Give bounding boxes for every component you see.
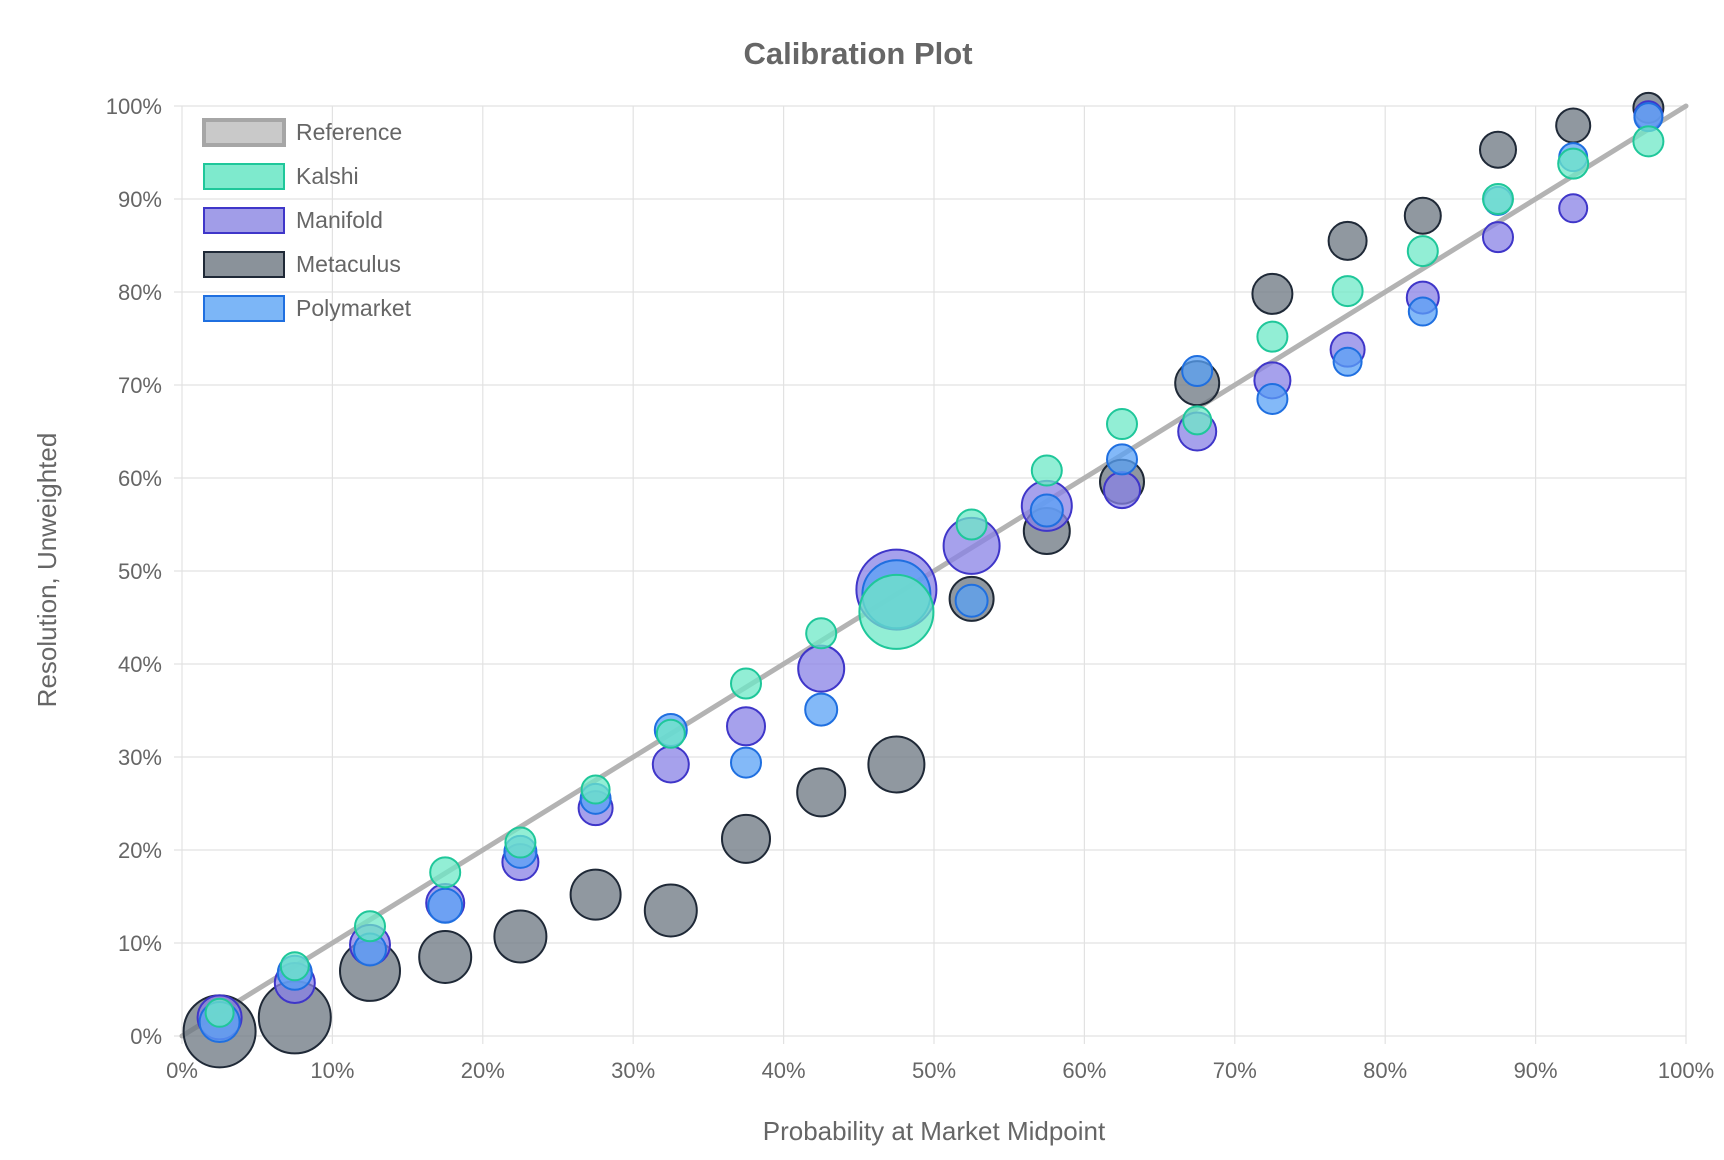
legend-swatch xyxy=(202,118,286,147)
manifold-point[interactable] xyxy=(651,745,690,784)
metaculus-point[interactable] xyxy=(1251,272,1294,315)
y-axis-title: Resolution, Unweighted xyxy=(32,433,62,708)
legend-swatch xyxy=(203,207,285,234)
polymarket-point[interactable] xyxy=(1181,355,1214,388)
metaculus-point[interactable] xyxy=(796,767,847,818)
x-tick-label: 10% xyxy=(310,1058,354,1083)
legend-swatch xyxy=(203,251,285,278)
kalshi-point[interactable] xyxy=(279,951,310,982)
y-tick-label: 60% xyxy=(118,466,162,491)
y-tick-label: 40% xyxy=(118,652,162,677)
kalshi-point[interactable] xyxy=(1482,183,1514,215)
metaculus-point[interactable] xyxy=(1327,220,1368,261)
legend[interactable]: Reference Kalshi Manifold Metaculus Polymark… xyxy=(202,118,412,322)
kalshi-point[interactable] xyxy=(429,856,462,889)
kalshi-point[interactable] xyxy=(1406,235,1439,268)
metaculus-point[interactable] xyxy=(643,883,698,938)
legend-item-metaculus[interactable]: Metaculus xyxy=(203,251,401,278)
x-tick-label: 100% xyxy=(1658,1058,1714,1083)
y-tick-label: 0% xyxy=(130,1024,162,1049)
metaculus-point[interactable] xyxy=(1403,196,1442,235)
legend-label: Polymarket xyxy=(296,295,412,321)
legend-item-reference[interactable]: Reference xyxy=(202,118,402,147)
legend-item-polymarket[interactable]: Polymarket xyxy=(203,295,412,322)
y-tick-label: 20% xyxy=(118,838,162,863)
x-axis-title: Probability at Market Midpoint xyxy=(763,1116,1106,1146)
x-tick-label: 60% xyxy=(1062,1058,1106,1083)
kalshi-point[interactable] xyxy=(805,617,838,650)
y-tick-label: 80% xyxy=(118,280,162,305)
y-tick-label: 90% xyxy=(118,187,162,212)
x-tick-label: 40% xyxy=(762,1058,806,1083)
x-tick-label: 0% xyxy=(166,1058,198,1083)
y-tick-label: 100% xyxy=(106,94,162,119)
manifold-point[interactable] xyxy=(797,644,846,693)
metaculus-point[interactable] xyxy=(569,868,622,921)
polymarket-point[interactable] xyxy=(730,746,762,779)
manifold-point[interactable] xyxy=(1558,193,1589,224)
metaculus-point[interactable] xyxy=(493,909,548,964)
legend-item-kalshi[interactable]: Kalshi xyxy=(203,163,359,190)
kalshi-point[interactable] xyxy=(1557,147,1590,180)
x-tick-label: 20% xyxy=(461,1058,505,1083)
kalshi-point[interactable] xyxy=(1106,408,1138,441)
kalshi-point[interactable] xyxy=(580,774,611,805)
tick-labels: 0% 10% 20% 30% 40% 50% 60% 70% 80% 90% 100% 0% 10% 20… xyxy=(106,94,1714,1083)
polymarket-point[interactable] xyxy=(954,583,989,618)
legend-label: Kalshi xyxy=(296,163,359,189)
x-tick-label: 30% xyxy=(611,1058,655,1083)
metaculus-point[interactable] xyxy=(1555,107,1592,144)
y-tick-label: 30% xyxy=(118,745,162,770)
manifold-point[interactable] xyxy=(1482,221,1514,254)
polymarket-point[interactable] xyxy=(427,887,464,924)
x-tick-label: 90% xyxy=(1514,1058,1558,1083)
x-tick-label: 50% xyxy=(912,1058,956,1083)
kalshi-point[interactable] xyxy=(354,910,386,943)
grid xyxy=(174,105,1687,1044)
kalshi-point[interactable] xyxy=(1256,320,1289,353)
kalshi-point[interactable] xyxy=(1030,454,1063,487)
y-tick-label: 50% xyxy=(118,559,162,584)
kalshi-point[interactable] xyxy=(858,573,935,650)
x-tick-label: 80% xyxy=(1363,1058,1407,1083)
legend-label: Manifold xyxy=(296,207,383,233)
kalshi-point[interactable] xyxy=(1182,405,1213,436)
kalshi-point[interactable] xyxy=(955,508,988,541)
legend-swatch xyxy=(203,163,285,190)
metaculus-point[interactable] xyxy=(1479,130,1517,169)
polymarket-point[interactable] xyxy=(1332,346,1363,377)
x-tick-label: 70% xyxy=(1213,1058,1257,1083)
kalshi-point[interactable] xyxy=(1331,275,1364,308)
polymarket-point[interactable] xyxy=(1256,382,1289,415)
kalshi-point[interactable] xyxy=(655,718,686,749)
manifold-point[interactable] xyxy=(1103,471,1141,510)
legend-item-manifold[interactable]: Manifold xyxy=(203,207,383,234)
metaculus-point[interactable] xyxy=(418,929,473,984)
kalshi-point[interactable] xyxy=(1632,125,1665,158)
manifold-point[interactable] xyxy=(726,706,766,747)
metaculus-point[interactable] xyxy=(867,735,926,794)
series-manifold xyxy=(196,100,1664,1041)
legend-label: Metaculus xyxy=(296,251,401,277)
polymarket-point[interactable] xyxy=(1106,443,1138,476)
polymarket-point[interactable] xyxy=(1029,493,1064,528)
legend-swatch xyxy=(203,295,285,322)
kalshi-point[interactable] xyxy=(204,997,235,1028)
data-points xyxy=(182,91,1665,1069)
kalshi-point[interactable] xyxy=(504,826,537,859)
legend-label: Reference xyxy=(296,119,402,145)
polymarket-point[interactable] xyxy=(804,692,839,727)
polymarket-point[interactable] xyxy=(1407,296,1438,327)
metaculus-point[interactable] xyxy=(721,813,771,864)
y-tick-label: 70% xyxy=(118,373,162,398)
series-kalshi xyxy=(204,125,1665,1028)
y-tick-label: 10% xyxy=(118,931,162,956)
kalshi-point[interactable] xyxy=(730,667,762,700)
chart-title: Calibration Plot xyxy=(743,36,972,71)
